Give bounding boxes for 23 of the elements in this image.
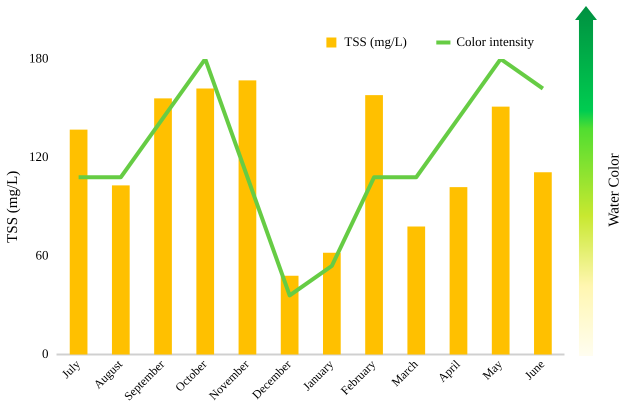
bar bbox=[322, 252, 341, 355]
legend-label: Color intensity bbox=[456, 34, 534, 49]
legend-label: TSS (mg/L) bbox=[344, 34, 407, 49]
x-tick-label: June bbox=[522, 357, 548, 383]
y-tick-label: 180 bbox=[29, 50, 48, 66]
bar bbox=[196, 88, 214, 355]
bar bbox=[450, 187, 468, 355]
x-tick-label: May bbox=[480, 357, 506, 383]
bar bbox=[238, 80, 256, 355]
bar bbox=[280, 276, 299, 355]
y-tick-label: 120 bbox=[29, 148, 48, 164]
bar bbox=[70, 130, 88, 355]
bar bbox=[112, 185, 130, 355]
bar bbox=[407, 226, 426, 355]
bar bbox=[365, 95, 383, 355]
y-tick-label: 60 bbox=[36, 247, 48, 262]
y2-axis-title: Water Color bbox=[606, 153, 620, 227]
bar bbox=[492, 106, 510, 355]
x-tick-label: July bbox=[58, 357, 83, 382]
y-axis-title: TSS (mg/L) bbox=[4, 170, 21, 243]
y-tick-label: 0 bbox=[42, 346, 48, 361]
bar bbox=[534, 172, 552, 355]
bar bbox=[154, 98, 172, 355]
